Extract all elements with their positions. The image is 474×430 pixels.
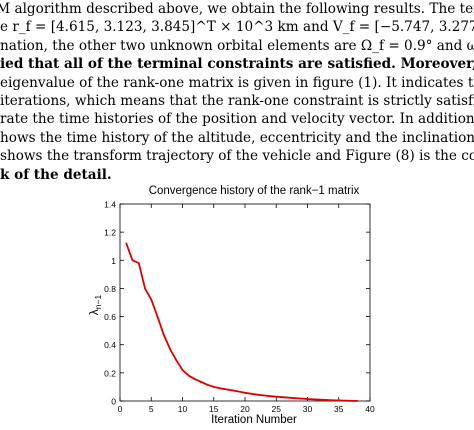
data-point	[131, 259, 134, 262]
y-tick-label: 0.8	[104, 284, 116, 294]
data-point	[187, 374, 190, 377]
y-axis-label: λn−1	[87, 295, 103, 316]
text-line-10: k of the detail.	[0, 166, 112, 183]
x-tick-label: 5	[149, 404, 154, 414]
data-point	[306, 398, 309, 400]
plot-area	[119, 203, 371, 402]
text-line-5: eigenvalue of the rank-one matrix is giv…	[0, 74, 474, 91]
series-layer	[125, 242, 359, 402]
y-tick-label: 0.6	[104, 312, 116, 322]
text-line-3: nation, the other two unknown orbital el…	[0, 37, 474, 54]
data-point	[125, 242, 128, 245]
data-point	[244, 391, 246, 394]
x-tick-label: 40	[365, 404, 375, 414]
x-tick-label: 0	[118, 404, 123, 414]
x-axis-label: Iteration Number	[211, 414, 297, 425]
data-point	[150, 298, 153, 301]
data-point	[169, 348, 171, 350]
y-tick-label: 1	[111, 256, 116, 266]
text-line-8: hows the time history of the altitude, e…	[0, 129, 474, 146]
x-tick-label: 35	[334, 404, 344, 414]
x-tick-label: 20	[240, 404, 250, 414]
text-line-6: iterations, which means that the rank-on…	[0, 92, 474, 109]
series-line	[125, 243, 358, 402]
y-axis: 0 0.2 0.4 0.6 0.8 1 1.2 1.4	[104, 200, 370, 407]
text-line-1: RM algorithm described above, we obtain …	[0, 1, 474, 17]
data-point	[331, 399, 334, 402]
data-point	[137, 262, 140, 264]
data-point	[281, 396, 284, 399]
y-tick-label: 1.4	[104, 200, 116, 210]
data-point	[219, 387, 221, 390]
data-point	[200, 381, 203, 383]
data-point	[156, 315, 159, 318]
data-point	[294, 397, 296, 400]
chart-title: Convergence history of the rank−1 matrix	[149, 185, 360, 197]
chart-svg: Convergence history of the rank−1 matrix…	[87, 185, 375, 426]
x-tick-label: 25	[272, 404, 282, 414]
data-point	[231, 389, 234, 392]
y-tick-label: 0	[111, 397, 116, 407]
data-point	[175, 359, 178, 362]
data-point	[356, 400, 359, 402]
y-tick-label: 1.2	[104, 228, 116, 238]
x-tick-label: 30	[303, 404, 313, 414]
data-point	[181, 369, 184, 371]
data-point	[344, 399, 346, 402]
text-line-9: shows the transform trajectory of the ve…	[0, 148, 474, 165]
data-point	[194, 378, 196, 381]
x-tick-label: 15	[209, 404, 219, 414]
data-point	[212, 386, 215, 388]
data-point	[206, 383, 209, 386]
x-axis: 0 5 10 15 20 25 30 35 40	[118, 204, 375, 414]
plot-border	[119, 203, 371, 402]
figure-convergence-chart: Convergence history of the rank−1 matrix…	[0, 180, 474, 426]
data-point	[269, 395, 271, 397]
data-point	[319, 398, 321, 401]
y-tick-label: 0.2	[104, 368, 116, 378]
text-line-4: ied that all of the terminal constraints…	[0, 56, 474, 73]
x-tick-label: 10	[178, 404, 188, 414]
y-tick-label: 0.4	[104, 340, 116, 350]
data-point	[162, 333, 165, 336]
data-point	[256, 393, 259, 396]
text-line-7: rate the time histories of the position …	[0, 111, 474, 128]
paper-text-excerpt: RM algorithm described above, we obtain …	[0, 0, 474, 184]
text-line-2: e r_f = [4.615, 3.123, 3.845]^T × 10^3 k…	[0, 19, 474, 36]
data-point	[144, 287, 146, 290]
